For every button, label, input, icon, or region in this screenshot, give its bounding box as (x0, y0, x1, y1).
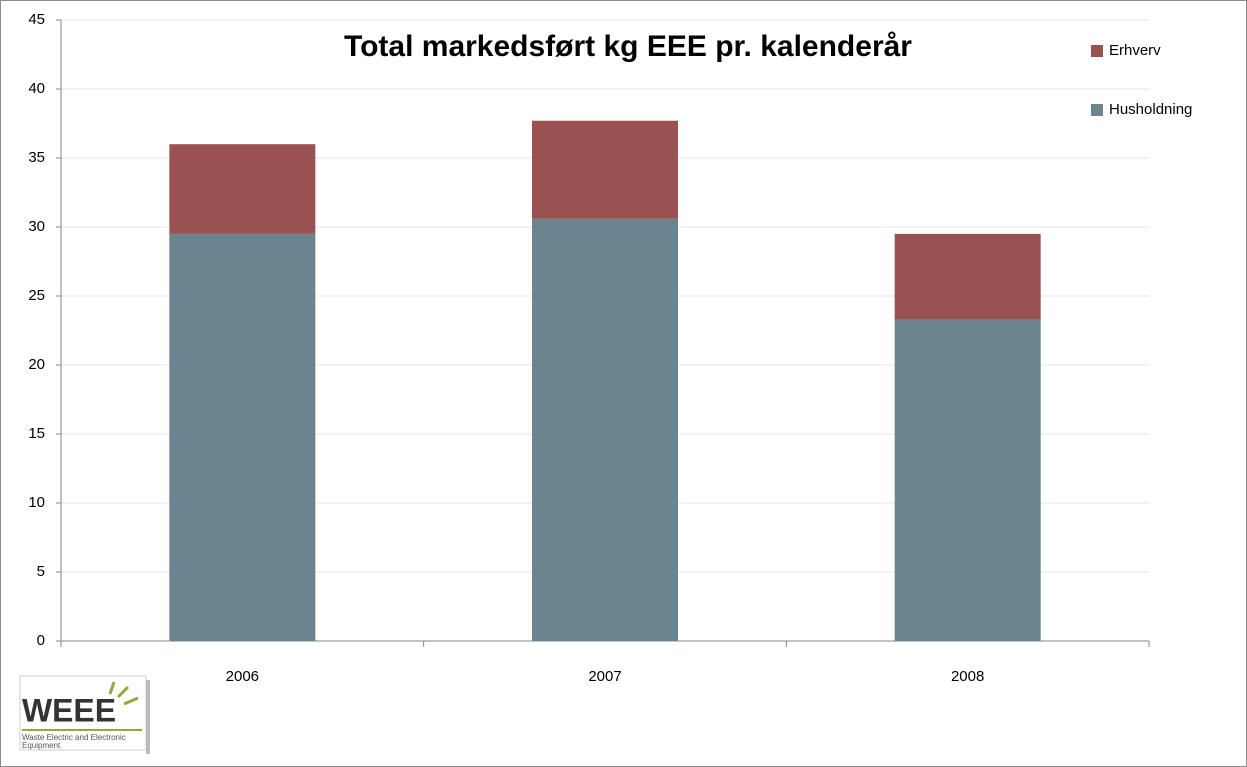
legend-swatch (1091, 104, 1103, 116)
y-tick-label: 15 (28, 425, 45, 442)
logo-shadow (146, 680, 150, 754)
bar-segment (532, 120, 678, 219)
bar-segment (169, 144, 316, 234)
y-tick-label: 45 (28, 11, 45, 28)
y-tick-label: 30 (28, 218, 45, 235)
y-tick-label: 10 (28, 494, 45, 511)
legend-label: Husholdning (1109, 101, 1192, 118)
x-tick-label: 2008 (951, 668, 984, 685)
bar-segment (894, 233, 1041, 320)
y-tick-label: 40 (28, 80, 45, 97)
logo-title: WEEE (22, 692, 116, 728)
bar-segment (894, 319, 1041, 641)
x-tick-label: 2006 (226, 668, 259, 685)
chart-title: Total markedsført kg EEE pr. kalenderår (344, 30, 912, 63)
y-tick-label: 0 (37, 632, 45, 649)
y-tick-label: 20 (28, 356, 45, 373)
logo-rays (108, 681, 139, 706)
y-tick-label: 25 (28, 287, 45, 304)
bar-segment (169, 233, 316, 641)
legend-swatch (1091, 45, 1103, 57)
logo: WEEE Waste Electric and Electronic Equip… (19, 675, 150, 754)
x-tick-label: 2007 (588, 668, 621, 685)
logo-subtitle: Waste Electric and Electronic (22, 733, 126, 742)
logo-subtitle: Equipment (22, 741, 61, 750)
legend-label: Erhverv (1109, 42, 1161, 59)
bar-segment (532, 218, 678, 641)
y-tick-label: 35 (28, 149, 45, 166)
y-tick-label: 5 (37, 563, 45, 580)
